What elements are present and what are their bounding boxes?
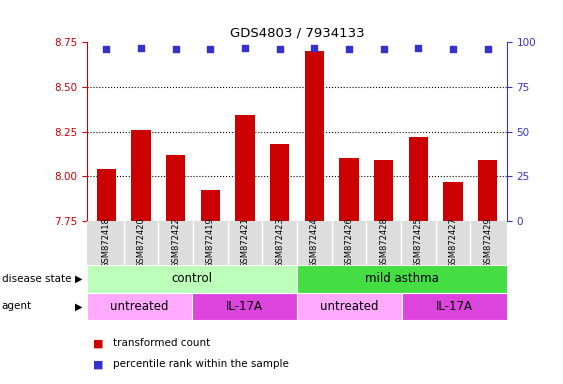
Bar [166, 155, 185, 384]
Bar [402, 293, 507, 320]
Text: GSM872418: GSM872418 [102, 217, 111, 268]
Point [102, 46, 111, 53]
Bar [87, 265, 297, 293]
Bar [87, 293, 192, 320]
Point [483, 46, 492, 53]
Text: GSM872423: GSM872423 [275, 217, 284, 268]
Point [240, 45, 249, 51]
Point [310, 45, 319, 51]
Text: IL-17A: IL-17A [226, 300, 263, 313]
Bar [305, 51, 324, 384]
Title: GDS4803 / 7934133: GDS4803 / 7934133 [230, 26, 364, 40]
Point [171, 46, 180, 53]
Bar [97, 169, 116, 384]
Bar [270, 144, 289, 384]
Bar [444, 182, 462, 384]
Text: GSM872421: GSM872421 [240, 217, 249, 268]
Point [449, 46, 458, 53]
Bar [409, 137, 428, 384]
Text: transformed count: transformed count [113, 338, 210, 348]
Point [345, 46, 354, 53]
Text: untreated: untreated [320, 300, 379, 313]
Point [414, 45, 423, 51]
Text: ▶: ▶ [75, 301, 83, 311]
Text: GSM872419: GSM872419 [206, 217, 215, 268]
Bar [297, 293, 402, 320]
Text: percentile rank within the sample: percentile rank within the sample [113, 359, 288, 369]
Point [206, 46, 215, 53]
Text: GSM872424: GSM872424 [310, 217, 319, 268]
Text: disease state: disease state [2, 274, 71, 284]
Point [136, 45, 145, 51]
Bar [192, 293, 297, 320]
Text: GSM872425: GSM872425 [414, 217, 423, 268]
Text: GSM872428: GSM872428 [379, 217, 388, 268]
Bar [201, 190, 220, 384]
Text: IL-17A: IL-17A [436, 300, 473, 313]
Text: agent: agent [2, 301, 32, 311]
Bar [339, 158, 359, 384]
Text: ▶: ▶ [75, 274, 83, 284]
Text: GSM872429: GSM872429 [483, 217, 492, 268]
Text: GSM872422: GSM872422 [171, 217, 180, 268]
Text: GSM872426: GSM872426 [345, 217, 354, 268]
Bar [235, 116, 254, 384]
Text: untreated: untreated [110, 300, 169, 313]
Point [379, 46, 388, 53]
Bar [132, 130, 150, 384]
Text: control: control [172, 272, 213, 285]
Text: GSM872420: GSM872420 [136, 217, 145, 268]
Text: ■: ■ [93, 338, 104, 348]
Bar [297, 265, 507, 293]
Bar [478, 160, 497, 384]
Point [275, 46, 284, 53]
Text: mild asthma: mild asthma [365, 272, 439, 285]
Bar [374, 160, 393, 384]
Text: GSM872427: GSM872427 [449, 217, 458, 268]
Text: ■: ■ [93, 359, 104, 369]
